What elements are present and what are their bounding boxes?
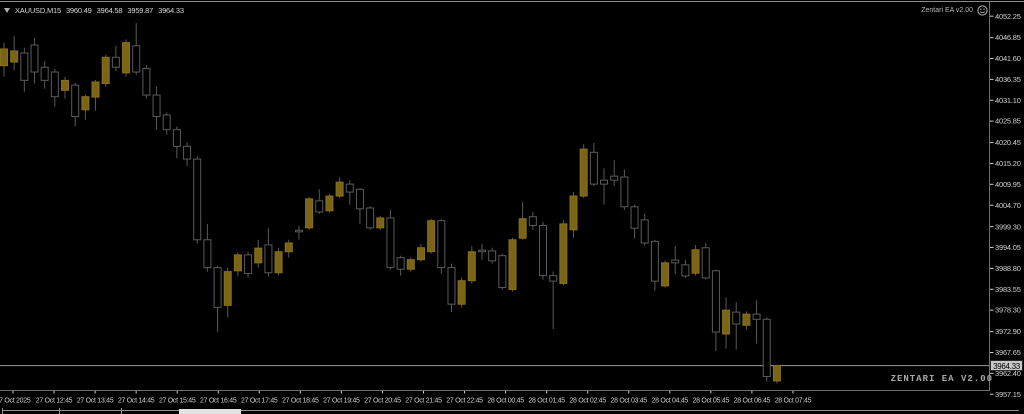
svg-text:4036.35: 4036.35 xyxy=(995,75,1021,84)
svg-text:4025.85: 4025.85 xyxy=(995,117,1021,126)
svg-text:27 Oct 21:45: 27 Oct 21:45 xyxy=(405,398,442,405)
svg-text:3999.30: 3999.30 xyxy=(995,222,1021,231)
bid-price-tag: 3964.33 xyxy=(990,360,1023,372)
svg-text:3972.90: 3972.90 xyxy=(995,327,1021,336)
svg-text:27 Oct 2025: 27 Oct 2025 xyxy=(0,398,31,405)
svg-text:3994.05: 3994.05 xyxy=(995,243,1021,252)
svg-text:27 Oct 16:45: 27 Oct 16:45 xyxy=(200,398,237,405)
svg-text:27 Oct 20:45: 27 Oct 20:45 xyxy=(364,398,401,405)
svg-text:3962.40: 3962.40 xyxy=(995,369,1021,378)
ea-badge[interactable]: Zentari EA v2.00 xyxy=(921,5,988,16)
svg-text:27 Oct 19:45: 27 Oct 19:45 xyxy=(323,398,360,405)
svg-text:28 Oct 03:45: 28 Oct 03:45 xyxy=(611,398,648,405)
svg-text:28 Oct 02:45: 28 Oct 02:45 xyxy=(569,398,606,405)
svg-text:4009.95: 4009.95 xyxy=(995,180,1021,189)
bar-high-value: 3964.58 xyxy=(96,6,123,15)
svg-text:28 Oct 01:45: 28 Oct 01:45 xyxy=(528,398,565,405)
svg-text:27 Oct 22:45: 27 Oct 22:45 xyxy=(446,398,483,405)
svg-text:28 Oct 04:45: 28 Oct 04:45 xyxy=(652,398,689,405)
bar-low-value: 3959.87 xyxy=(127,6,154,15)
svg-text:28 Oct 00:45: 28 Oct 00:45 xyxy=(487,398,524,405)
svg-text:28 Oct 06:45: 28 Oct 06:45 xyxy=(734,398,771,405)
svg-text:27 Oct 14:45: 27 Oct 14:45 xyxy=(118,398,155,405)
taskbar-separator xyxy=(59,408,60,414)
bar-open-value: 3960.49 xyxy=(65,6,92,15)
svg-text:3967.65: 3967.65 xyxy=(995,348,1021,357)
svg-text:27 Oct 12:45: 27 Oct 12:45 xyxy=(36,398,73,405)
taskbar-active-window-button[interactable] xyxy=(179,409,241,414)
svg-text:4004.70: 4004.70 xyxy=(995,201,1021,210)
taskbar-edge xyxy=(2,410,1019,411)
svg-text:4041.60: 4041.60 xyxy=(995,54,1021,63)
ea-watermark: ZENTARI EA V2.00 xyxy=(890,374,993,384)
taskbar-separator xyxy=(121,408,122,414)
taskbar-separator xyxy=(2,408,3,414)
svg-text:28 Oct 05:45: 28 Oct 05:45 xyxy=(693,398,730,405)
svg-text:4052.25: 4052.25 xyxy=(995,12,1021,21)
bar-close-value: 3964.33 xyxy=(158,6,184,15)
chart-title-overlay: XAUUSD,M15 3960.49 3964.58 3959.87 3964.… xyxy=(4,6,184,15)
svg-text:3988.80: 3988.80 xyxy=(995,264,1021,273)
svg-text:27 Oct 13:45: 27 Oct 13:45 xyxy=(77,398,114,405)
symbol-period-label: XAUUSD,M15 xyxy=(15,6,61,15)
chart-nav-arrow-icon[interactable] xyxy=(4,8,10,13)
svg-text:27 Oct 17:45: 27 Oct 17:45 xyxy=(241,398,278,405)
svg-text:4046.85: 4046.85 xyxy=(995,33,1021,42)
svg-text:27 Oct 18:45: 27 Oct 18:45 xyxy=(282,398,319,405)
svg-text:4031.10: 4031.10 xyxy=(995,96,1021,105)
svg-text:3978.30: 3978.30 xyxy=(995,306,1021,315)
svg-text:3957.15: 3957.15 xyxy=(995,390,1021,399)
svg-text:28 Oct 07:45: 28 Oct 07:45 xyxy=(775,398,812,405)
svg-text:3983.55: 3983.55 xyxy=(995,285,1021,294)
svg-text:4015.20: 4015.20 xyxy=(995,159,1021,168)
smiley-icon xyxy=(977,5,988,16)
svg-text:4020.45: 4020.45 xyxy=(995,138,1021,147)
ea-name-label: Zentari EA v2.00 xyxy=(921,7,973,14)
svg-text:27 Oct 15:45: 27 Oct 15:45 xyxy=(159,398,196,405)
